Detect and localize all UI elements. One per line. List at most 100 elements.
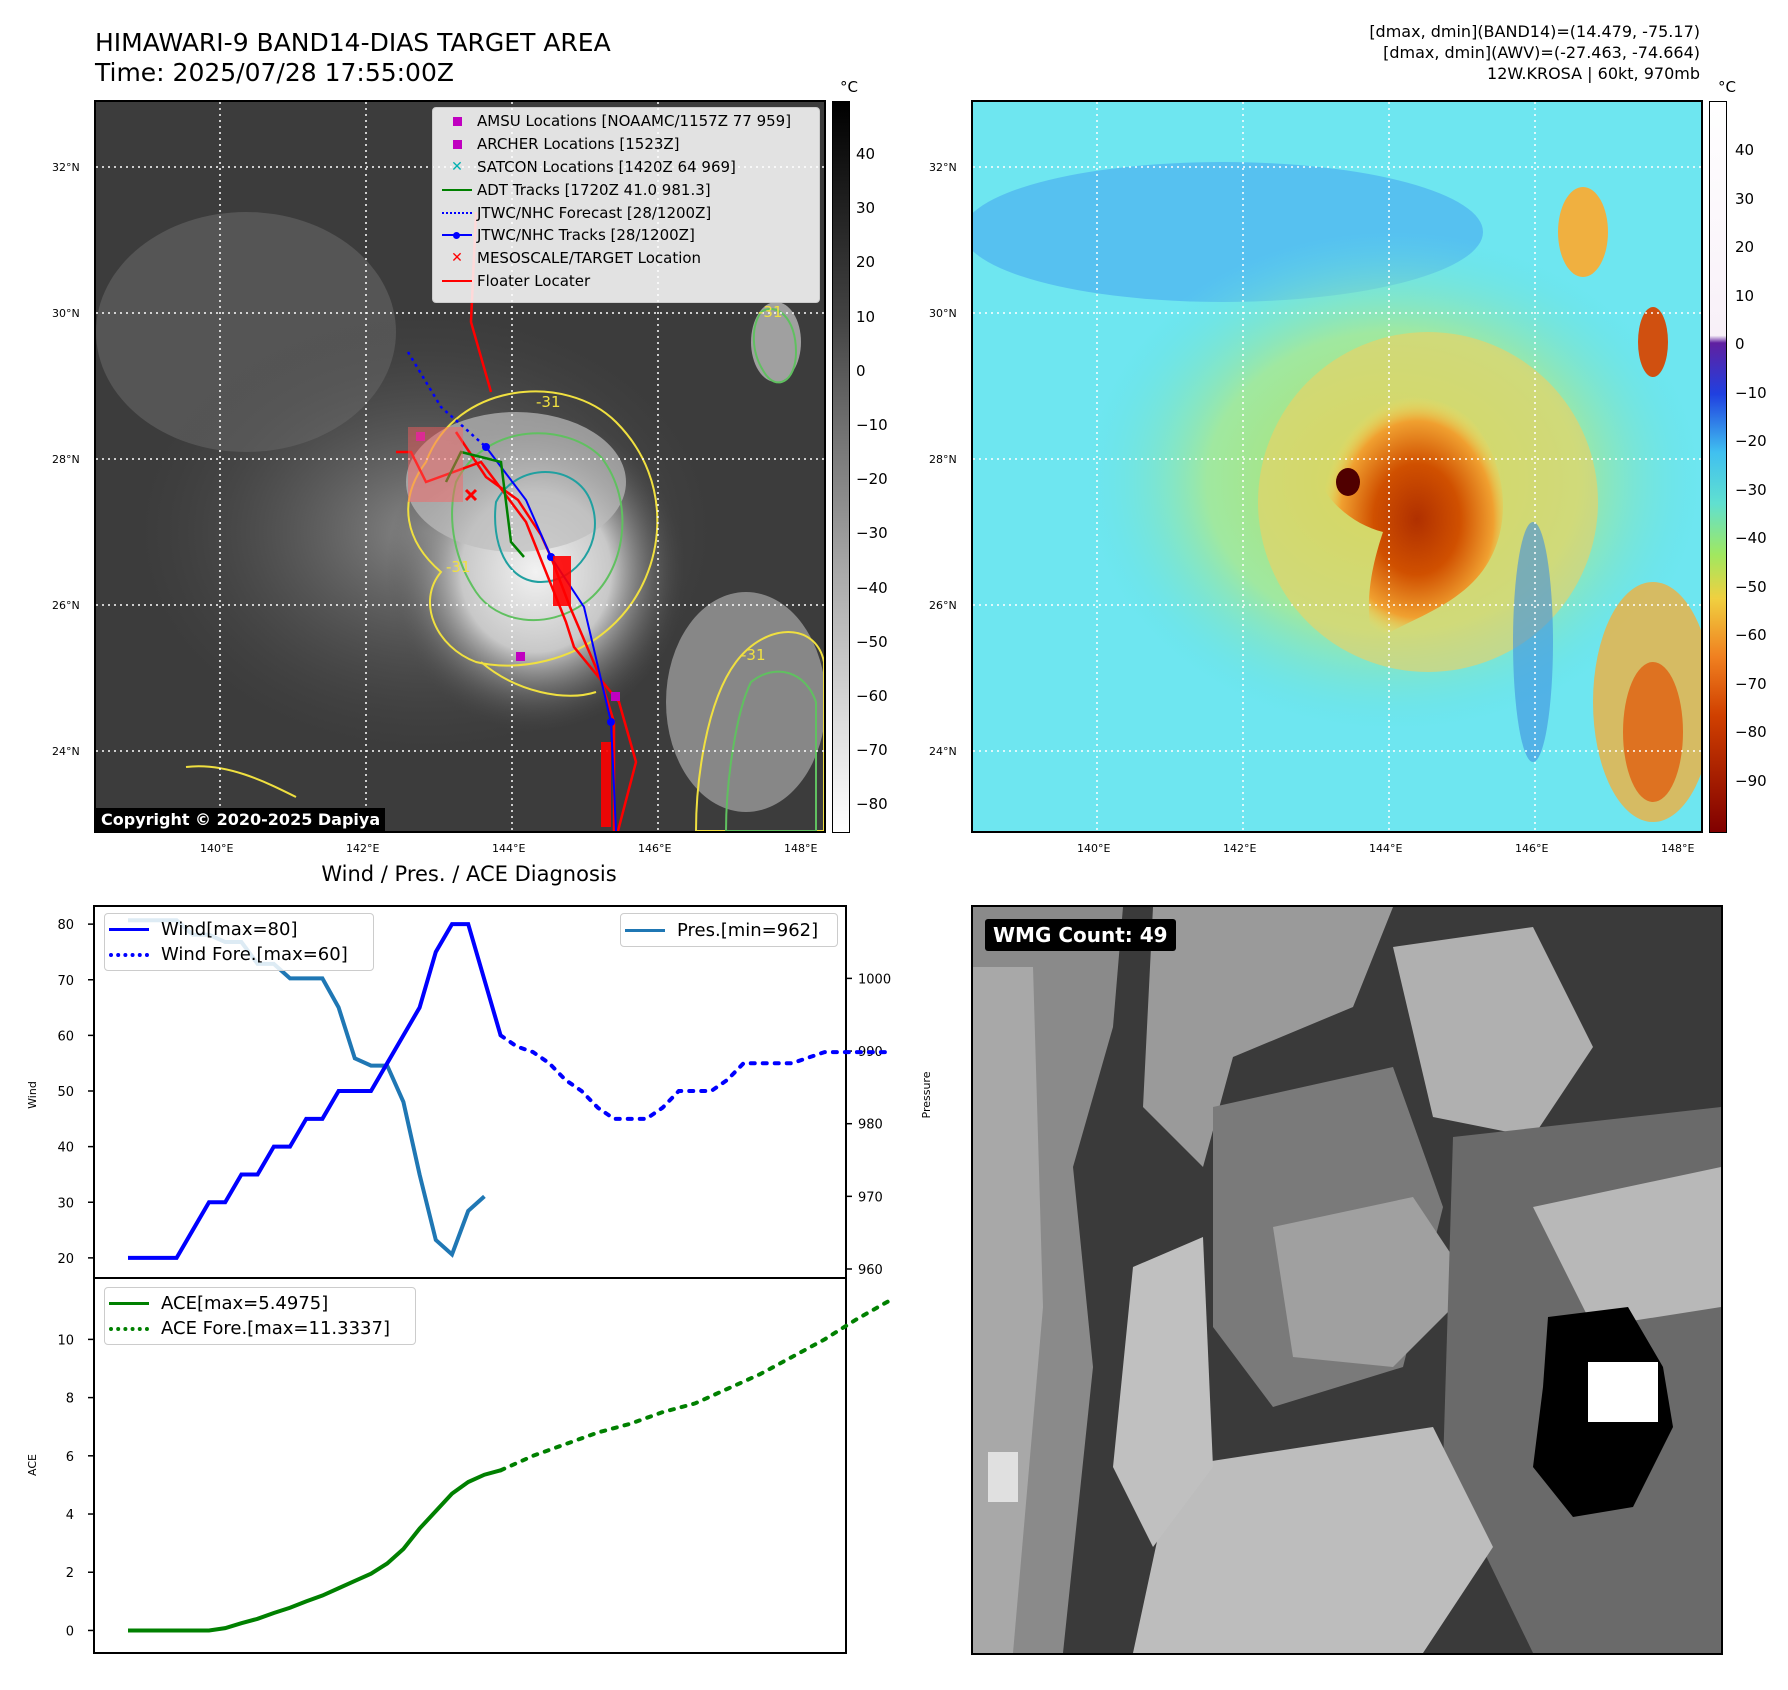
legend-label: ACE Fore.[max=11.3337] [161, 1318, 390, 1339]
axis-tick-label: 8 [66, 1392, 74, 1407]
line-dot-icon [437, 232, 477, 240]
dotted-line-icon [109, 1326, 149, 1331]
lat-label: 24°N [52, 745, 80, 758]
axis-tick-label: 980 [858, 1118, 883, 1133]
axis-tick-label: 1000 [858, 972, 891, 987]
wv-map-gridlines [973, 102, 1701, 831]
ir-colorbar-tick-label: 0 [856, 361, 866, 380]
wv-colorbar-tick-label: 10 [1735, 286, 1755, 305]
ace-series [128, 1468, 502, 1633]
legend-item-archer: ARCHER Locations [1523Z] [437, 133, 815, 156]
archer-marker [516, 652, 525, 661]
solid-line-icon [625, 928, 665, 932]
legend-label: ADT Tracks [1720Z 41.0 981.3] [477, 180, 711, 199]
svg-text:-31: -31 [741, 646, 766, 664]
wv-colorbar-tick-label: −20 [1735, 432, 1767, 450]
contour-label: -31 [758, 303, 783, 321]
ir-colorbar-unit: °C [840, 78, 858, 96]
axis-tick-label: 6 [66, 1450, 74, 1465]
axis-tick-label: 0 [66, 1624, 74, 1639]
lon-label: 148°E [1661, 842, 1695, 855]
wmg-count-badge: WMG Count: 49 [985, 919, 1176, 951]
diagnosis-series [128, 918, 892, 1633]
wv-colorbar-tick-label: −60 [1735, 626, 1767, 644]
map-legend: AMSU Locations [NOAAMC/1157Z 77 959] ARC… [432, 107, 820, 303]
wv-colorbar [1709, 101, 1727, 833]
axis-tick-label: 20 [57, 1252, 74, 1267]
forecast-track [406, 351, 487, 448]
wv-colorbar-tick-label: −80 [1735, 723, 1767, 741]
lon-label: 144°E [492, 842, 526, 855]
lon-label: 146°E [638, 842, 672, 855]
wv-colorbar-tick-label: 20 [1735, 238, 1755, 256]
dotted-line-icon [442, 211, 472, 214]
legend-item-ace: ACE[max=5.4975] [109, 1291, 411, 1316]
ace-axis-label: ACE [26, 1454, 39, 1476]
lat-label: 30°N [52, 307, 80, 320]
wv-colorbar-tick-label: −70 [1735, 674, 1767, 693]
axis-tick-label: 60 [57, 1029, 74, 1044]
lon-label: 140°E [200, 842, 234, 855]
ace-legend: ACE[max=5.4975] ACE Fore.[max=11.3337] [104, 1287, 416, 1345]
dotted-line-icon [109, 952, 149, 957]
axis-tick-label: 40 [57, 1141, 74, 1156]
wind-legend: Wind[max=80] Wind Fore.[max=60] [104, 913, 374, 971]
wmg-eye-center [1588, 1362, 1658, 1422]
axis-tick-label: 80 [57, 918, 74, 933]
x-marker-icon: ✕ [451, 158, 463, 175]
wv-colorbar-tick-label: −30 [1735, 480, 1767, 499]
wv-map-image [973, 102, 1701, 831]
axis-tick-label: 4 [66, 1508, 74, 1523]
lat-label: 26°N [52, 599, 80, 612]
copyright-badge: Copyright © 2020-2025 Dapiya [96, 808, 386, 831]
legend-item-adt: ADT Tracks [1720Z 41.0 981.3] [437, 178, 815, 201]
wv-colorbar-tick-label: −40 [1735, 529, 1767, 547]
wv-colorbar-tick-label: −10 [1735, 383, 1767, 402]
legend-item-forecast: JTWC/NHC Forecast [28/1200Z] [437, 201, 815, 224]
diagnosis-title: Wind / Pres. / ACE Diagnosis [321, 862, 617, 886]
legend-label: Floater Locater [477, 271, 591, 290]
lat-label: 28°N [929, 453, 957, 466]
wmg-panel: WMG Count: 49 [971, 905, 1723, 1655]
ir-colorbar-tick-label: 10 [856, 307, 876, 326]
lon-label: 140°E [1077, 842, 1111, 855]
pressure-legend: Pres.[min=962] [620, 913, 838, 947]
ir-colorbar-tick-label: −70 [856, 741, 888, 760]
axis-tick-label: 960 [858, 1263, 883, 1278]
legend-item-target: ✕ MESOSCALE/TARGET Location [437, 247, 815, 270]
amsu-marker [611, 692, 620, 701]
lat-label: 26°N [929, 599, 957, 612]
legend-item-tracks: JTWC/NHC Tracks [28/1200Z] [437, 224, 815, 247]
legend-item-satcon: ✕ SATCON Locations [1420Z 64 969] [437, 156, 815, 179]
info-band14: [dmax, dmin](BAND14)=(14.479, -75.17) [1369, 22, 1700, 41]
ir-colorbar-tick-label: −50 [856, 632, 888, 651]
legend-label: Wind Fore.[max=60] [161, 944, 348, 965]
wind-series [128, 922, 503, 1260]
wv-colorbar-tick-label: −90 [1735, 771, 1767, 790]
axis-tick-label: 10 [57, 1333, 74, 1348]
axis-tick-label: 70 [57, 974, 74, 989]
ace-forecast-series [498, 1298, 892, 1473]
legend-item-amsu: AMSU Locations [NOAAMC/1157Z 77 959] [437, 110, 815, 133]
legend-label: Wind[max=80] [161, 919, 298, 940]
diagnosis-chart: 20 30 40 50 60 70 80 960 970 980 990 1000 0 2 4 6 8 10 … [10, 905, 933, 1655]
legend-item-wind-forecast: Wind Fore.[max=60] [109, 942, 369, 967]
ir-satellite-map: -31 -31 -31 -31 AMSU Locations [NOAAMC/1… [94, 100, 826, 833]
wind-forecast-series [498, 1033, 892, 1121]
solid-line-icon [442, 279, 472, 282]
adt-track [444, 450, 525, 558]
legend-item-floater: Floater Locater [437, 270, 815, 293]
wind-axis-label: Wind [26, 1081, 39, 1109]
wmg-image [973, 907, 1721, 1653]
lat-label: 32°N [929, 161, 957, 174]
wv-colorbar-tick-label: −50 [1735, 577, 1767, 596]
lon-label: 146°E [1515, 842, 1549, 855]
legend-label: JTWC/NHC Tracks [28/1200Z] [477, 226, 695, 245]
legend-label: JTWC/NHC Forecast [28/1200Z] [477, 203, 712, 222]
legend-label: AMSU Locations [NOAAMC/1157Z 77 959] [477, 112, 792, 131]
ir-colorbar-tick-label: −60 [856, 687, 888, 705]
ir-colorbar-tick-label: −40 [856, 578, 888, 597]
ir-colorbar-tick-label: −20 [856, 470, 888, 489]
lat-label: 32°N [52, 161, 80, 174]
lat-label: 30°N [929, 307, 957, 320]
